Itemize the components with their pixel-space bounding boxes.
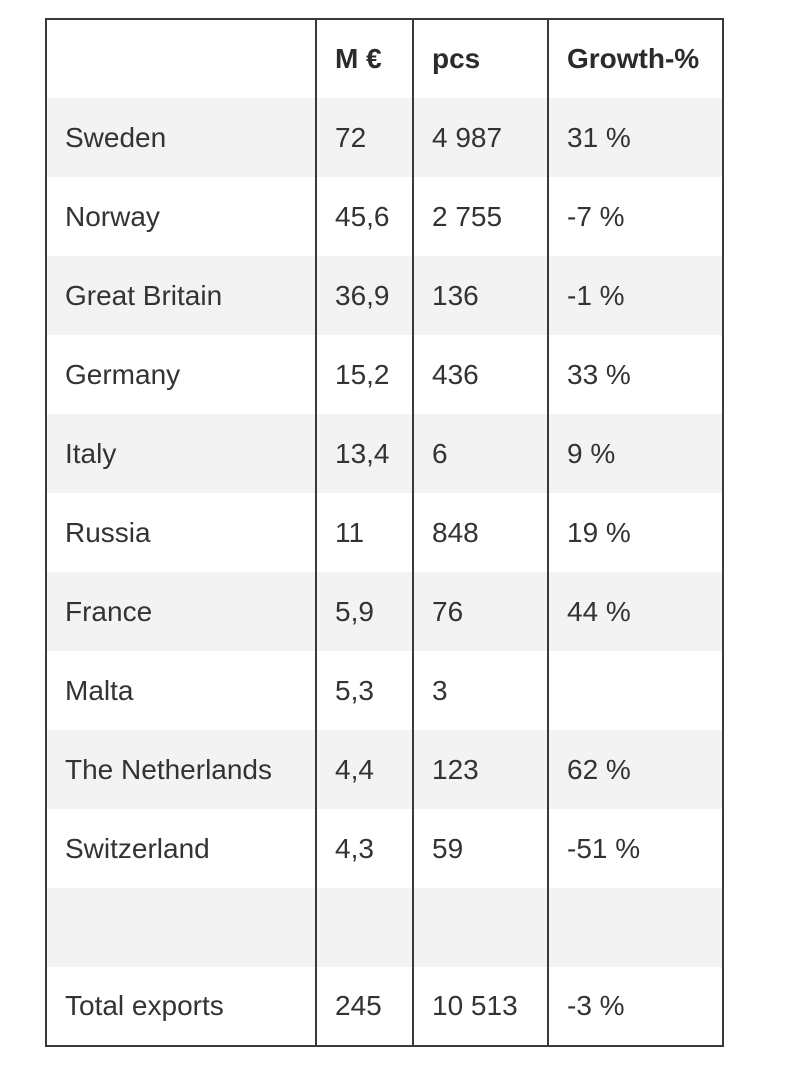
table-row: Norway 45,6 2 755 -7 % <box>45 177 724 256</box>
cell-country: Total exports <box>45 967 317 1047</box>
cell-country: Norway <box>45 177 317 256</box>
table-row: Germany 15,2 436 33 % <box>45 335 724 414</box>
table-row: Great Britain 36,9 136 -1 % <box>45 256 724 335</box>
cell-growth <box>547 651 724 730</box>
cell-pcs: 136 <box>412 256 549 335</box>
table-row-total: Total exports 245 10 513 -3 % <box>45 967 724 1047</box>
cell-pcs: 123 <box>412 730 549 809</box>
cell-meur: 4,4 <box>315 730 414 809</box>
table-row: Sweden 72 4 987 31 % <box>45 98 724 177</box>
cell-growth: 62 % <box>547 730 724 809</box>
cell-pcs: 4 987 <box>412 98 549 177</box>
cell-growth <box>547 888 724 967</box>
cell-growth: 9 % <box>547 414 724 493</box>
cell-meur: 36,9 <box>315 256 414 335</box>
cell-country: Great Britain <box>45 256 317 335</box>
cell-pcs: 2 755 <box>412 177 549 256</box>
cell-country: Germany <box>45 335 317 414</box>
cell-pcs: 6 <box>412 414 549 493</box>
header-country <box>45 18 317 98</box>
cell-meur: 11 <box>315 493 414 572</box>
cell-meur: 5,3 <box>315 651 414 730</box>
cell-pcs: 59 <box>412 809 549 888</box>
cell-growth: 33 % <box>547 335 724 414</box>
cell-country: Malta <box>45 651 317 730</box>
cell-country: Russia <box>45 493 317 572</box>
cell-pcs: 436 <box>412 335 549 414</box>
cell-meur: 15,2 <box>315 335 414 414</box>
cell-growth: -3 % <box>547 967 724 1047</box>
table-row: The Netherlands 4,4 123 62 % <box>45 730 724 809</box>
table-row: Italy 13,4 6 9 % <box>45 414 724 493</box>
cell-growth: -7 % <box>547 177 724 256</box>
cell-meur: 4,3 <box>315 809 414 888</box>
cell-pcs: 3 <box>412 651 549 730</box>
header-meur: M € <box>315 18 414 98</box>
cell-country: Switzerland <box>45 809 317 888</box>
cell-pcs: 848 <box>412 493 549 572</box>
cell-country: The Netherlands <box>45 730 317 809</box>
cell-growth: -51 % <box>547 809 724 888</box>
table-row: Russia 11 848 19 % <box>45 493 724 572</box>
cell-country: Italy <box>45 414 317 493</box>
cell-meur: 13,4 <box>315 414 414 493</box>
cell-growth: 44 % <box>547 572 724 651</box>
cell-meur: 72 <box>315 98 414 177</box>
table-row-empty <box>45 888 724 967</box>
cell-meur: 45,6 <box>315 177 414 256</box>
cell-country: France <box>45 572 317 651</box>
cell-pcs <box>412 888 549 967</box>
cell-pcs: 10 513 <box>412 967 549 1047</box>
table-row: France 5,9 76 44 % <box>45 572 724 651</box>
cell-growth: 31 % <box>547 98 724 177</box>
header-pcs: pcs <box>412 18 549 98</box>
cell-growth: -1 % <box>547 256 724 335</box>
table-header-row: M € pcs Growth-% <box>45 18 724 98</box>
cell-meur: 245 <box>315 967 414 1047</box>
cell-country: Sweden <box>45 98 317 177</box>
cell-growth: 19 % <box>547 493 724 572</box>
cell-meur: 5,9 <box>315 572 414 651</box>
cell-country <box>45 888 317 967</box>
cell-pcs: 76 <box>412 572 549 651</box>
export-table: M € pcs Growth-% Sweden 72 4 987 31 % No… <box>45 18 724 1047</box>
table-row: Switzerland 4,3 59 -51 % <box>45 809 724 888</box>
table-row: Malta 5,3 3 <box>45 651 724 730</box>
header-growth: Growth-% <box>547 18 724 98</box>
cell-meur <box>315 888 414 967</box>
